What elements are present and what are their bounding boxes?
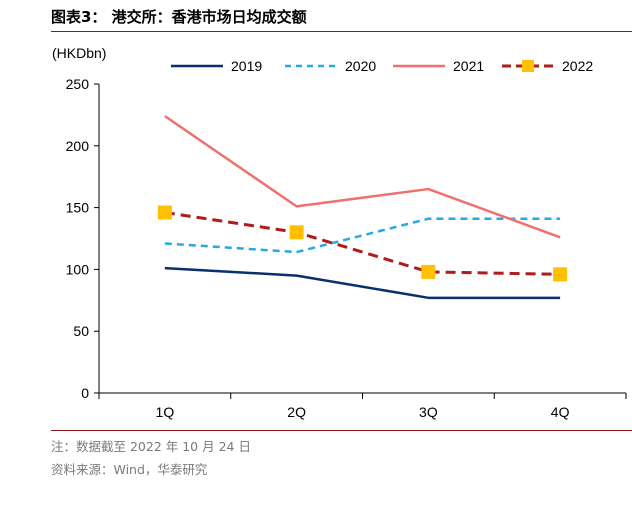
x-tick-label: 3Q: [419, 404, 438, 420]
x-tick-label: 1Q: [156, 404, 175, 420]
legend-marker-2022: [522, 60, 534, 72]
chart-plot-area: [157, 115, 568, 300]
figure-note: 注：数据截至 2022 年 10 月 24 日: [51, 439, 251, 454]
y-tick-label: 50: [73, 323, 89, 339]
series-line-2020: [164, 217, 561, 254]
chart-legend: 2019 2020 2021 2022: [171, 58, 593, 74]
legend-label-2019: 2019: [231, 58, 262, 74]
figure-title: 图表3： 港交所：香港市场日均成交额: [51, 8, 307, 26]
series-line-2022: [164, 211, 561, 276]
y-tick-label: 150: [66, 200, 90, 216]
data-point-2022: [289, 225, 304, 240]
data-point-2022: [157, 205, 172, 220]
y-tick-label: 100: [66, 261, 90, 277]
x-tick-label: 2Q: [287, 404, 306, 420]
chart-axes: 0 50 100 150 200 250 1Q 2Q 3Q 4Q: [66, 76, 627, 420]
legend-label-2021: 2021: [453, 58, 484, 74]
x-tick-label: 4Q: [551, 404, 570, 420]
figure-source: 资料来源：Wind，华泰研究: [51, 462, 208, 477]
data-point-2022: [553, 267, 568, 282]
footer-rule: [51, 430, 632, 431]
legend-label-2022: 2022: [562, 58, 593, 74]
line-chart: (HKDbn) 2019 2020 2021 2022 0 50 100 150 200 250…: [52, 45, 627, 420]
data-point-2022: [421, 264, 436, 279]
series-line-2021: [164, 115, 561, 239]
y-tick-label: 200: [66, 138, 90, 154]
y-axis-unit-label: (HKDbn): [52, 45, 106, 61]
title-rule: [51, 31, 632, 32]
series-line-2019: [164, 266, 561, 300]
legend-label-2020: 2020: [345, 58, 376, 74]
y-tick-label: 0: [81, 385, 89, 401]
y-tick-label: 250: [66, 76, 90, 92]
